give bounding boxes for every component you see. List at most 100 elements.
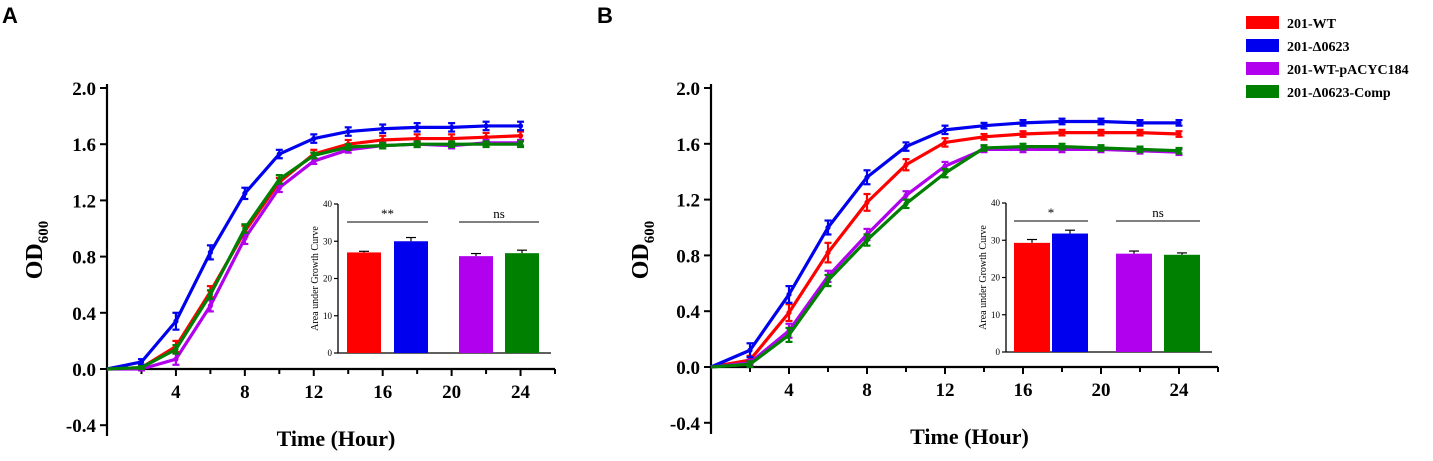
legend-label: 201-Δ0623-Comp <box>1287 86 1391 101</box>
significance-label: ns <box>493 206 505 221</box>
x-tick-label: 20 <box>442 382 461 403</box>
y-tick-label: 1.2 <box>676 191 700 212</box>
data-point <box>173 346 179 352</box>
inset-y-tick-label: 30 <box>323 236 333 246</box>
data-point <box>276 185 282 191</box>
data-point <box>242 225 248 232</box>
data-point <box>242 235 248 241</box>
y-tick-label: 2.0 <box>72 79 96 100</box>
inset-bar <box>459 256 493 353</box>
data-point <box>1059 130 1065 136</box>
data-point <box>311 152 317 159</box>
data-point <box>207 303 213 309</box>
data-point <box>449 124 455 130</box>
data-point <box>1176 120 1182 126</box>
data-point <box>903 162 909 168</box>
data-point <box>1137 146 1143 152</box>
data-point <box>1059 143 1065 150</box>
x-tick-label: 12 <box>304 382 323 403</box>
data-point <box>903 192 909 199</box>
series-201-Δ0623 <box>710 117 1183 369</box>
inset-bar <box>1014 242 1050 352</box>
data-point <box>311 135 317 142</box>
data-point <box>942 163 948 169</box>
data-point <box>1137 120 1143 126</box>
series-201-Δ0623 <box>106 120 525 371</box>
panel-label-a: A <box>2 3 18 28</box>
data-point <box>786 309 792 316</box>
x-axis-title: Time (Hour) <box>910 424 1029 449</box>
data-point <box>1020 143 1026 150</box>
inset-bar <box>394 241 428 353</box>
data-point <box>1098 130 1104 136</box>
y-tick-label: 0.4 <box>676 302 700 323</box>
data-point <box>483 141 489 147</box>
legend-item: 201-WT-pACYC184 <box>1246 62 1409 78</box>
data-point <box>517 141 524 147</box>
data-point <box>786 291 792 298</box>
panel-label-b: B <box>597 3 613 28</box>
y-tick-label: 0.4 <box>72 304 96 325</box>
legend-item: 201-Δ0623 <box>1246 39 1349 55</box>
y-tick-label: 0.0 <box>72 360 96 381</box>
inset-bar <box>1052 233 1088 352</box>
series-201-Δ0623-Comp <box>106 140 525 371</box>
data-point <box>242 190 248 196</box>
inset-y-axis-title: Area under Growth Curve <box>978 225 989 330</box>
data-point <box>903 143 909 150</box>
y-axis-title: OD600 <box>628 221 658 280</box>
data-point <box>1059 118 1065 125</box>
y-tick-label: 1.2 <box>72 191 96 212</box>
data-point <box>942 127 948 133</box>
data-point <box>825 250 831 256</box>
x-tick-label: 8 <box>862 380 872 401</box>
data-point <box>981 134 987 140</box>
data-point <box>138 359 145 365</box>
data-point <box>981 145 987 151</box>
data-point <box>380 126 386 132</box>
x-tick-label: 16 <box>373 382 392 403</box>
data-point <box>1098 118 1104 125</box>
x-tick-label: 24 <box>511 382 531 403</box>
inset-y-axis-title: Area under Growth Curve <box>310 226 321 331</box>
growth-curve-chart-b: -0.4 0.0 0.4 0.8 1.2 1.6 2.0 4 8 12 16 20 24 Time (Ho… <box>628 79 1220 449</box>
significance-label: ns <box>1152 205 1164 220</box>
data-point <box>414 135 420 142</box>
data-point <box>414 141 420 147</box>
legend: 201-WT 201-Δ0623 201-WT-pACYC184 201-Δ0623-… <box>1246 16 1409 101</box>
data-point <box>483 123 489 129</box>
legend-label: 201-Δ0623 <box>1287 40 1349 55</box>
legend-swatch <box>1246 85 1279 98</box>
data-point <box>1020 131 1026 137</box>
inset-bar <box>1116 253 1152 352</box>
significance-label: * <box>1048 205 1055 220</box>
legend-label: 201-WT-pACYC184 <box>1287 63 1409 78</box>
inset-y-tick-label: 20 <box>323 274 333 284</box>
data-point <box>747 361 753 367</box>
data-point <box>414 124 420 130</box>
data-point <box>311 158 317 164</box>
data-point <box>138 364 145 371</box>
data-point <box>942 139 948 146</box>
significance-label: ** <box>381 206 394 221</box>
inset-y-tick-label: 0 <box>996 347 1001 357</box>
data-point <box>276 151 282 157</box>
data-point <box>380 143 386 149</box>
x-axis-title: Time (Hour) <box>277 426 396 451</box>
data-point <box>942 170 948 176</box>
data-point <box>864 199 870 205</box>
data-point <box>864 237 870 243</box>
x-tick-label: 8 <box>240 382 250 403</box>
inset-bar-chart: 0 10 20 30 40 Area under Growth Curve * ns <box>978 163 1220 364</box>
inset-bar <box>1164 254 1200 352</box>
y-tick-label: 0.8 <box>72 248 96 269</box>
data-point <box>903 201 909 207</box>
y-tick-label: 1.6 <box>676 135 700 156</box>
data-point <box>345 128 351 135</box>
y-axis-title: OD600 <box>22 221 52 280</box>
growth-curve-chart-a: -0.4 0.0 0.4 0.8 1.2 1.6 2.0 4 8 12 16 20 24 Time (Ho… <box>22 79 559 451</box>
data-point <box>207 291 213 298</box>
legend-swatch <box>1246 16 1279 29</box>
y-tick-label: 0.0 <box>676 358 700 379</box>
